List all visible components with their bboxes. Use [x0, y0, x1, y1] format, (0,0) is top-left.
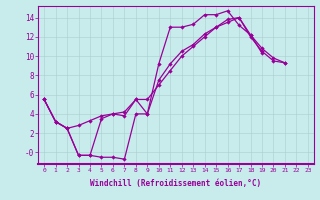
- X-axis label: Windchill (Refroidissement éolien,°C): Windchill (Refroidissement éolien,°C): [91, 179, 261, 188]
